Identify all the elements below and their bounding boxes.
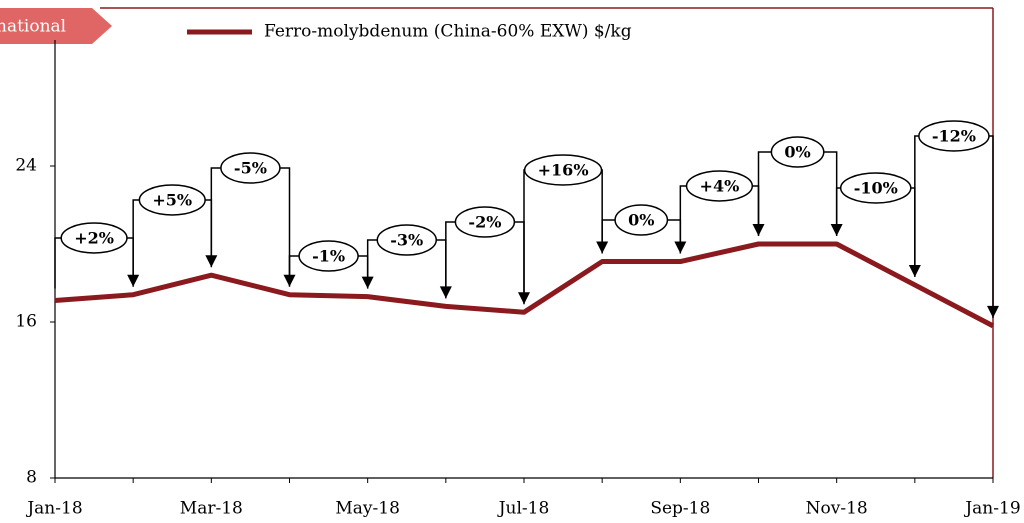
annotation-bubble — [60, 222, 128, 254]
annotation-bracket — [210, 167, 291, 287]
annotation-label: 0% — [628, 211, 654, 230]
annotation-label: 0% — [784, 143, 810, 162]
annotation-label: +16% — [538, 161, 589, 180]
x-tick-label: May-18 — [335, 499, 400, 519]
x-tick-label: Jul-18 — [497, 499, 550, 519]
annotation-label: +4% — [700, 177, 740, 196]
annotation-label: -2% — [468, 213, 501, 232]
annotation-bubble — [839, 172, 912, 204]
annotation-bubble — [685, 170, 754, 202]
annotation-bubble — [376, 224, 437, 256]
annotation-label: +2% — [74, 229, 114, 248]
annotation-label: -5% — [234, 159, 267, 178]
x-tick-label: Jan-19 — [963, 499, 1020, 519]
annotation-label: -1% — [312, 247, 345, 266]
annotation-label: -12% — [932, 127, 976, 146]
y-tick-label: 8 — [26, 468, 37, 488]
annotation-bubble — [523, 154, 603, 186]
y-tick-label: 16 — [15, 312, 37, 332]
annotation-label: +5% — [152, 191, 192, 210]
annotation-bubble — [918, 120, 990, 152]
annotation-bubble — [298, 240, 359, 272]
y-tick-label: 24 — [15, 156, 37, 176]
tag: national — [0, 17, 66, 37]
annotation-bubble — [614, 204, 669, 236]
annotation-bracket — [523, 169, 603, 301]
x-tick-label: Sep-18 — [650, 499, 710, 519]
legend-label: Ferro-molybdenum (China-60% EXW) $/kg — [264, 22, 632, 42]
annotation-bubble — [770, 136, 825, 168]
annotation-arrow — [987, 305, 999, 318]
x-tick-label: Mar-18 — [180, 499, 243, 519]
x-tick-label: Jan-18 — [25, 499, 82, 519]
tag-shape — [0, 8, 112, 44]
annotation-label: -10% — [854, 179, 898, 198]
x-tick-label: Nov-18 — [806, 499, 868, 519]
annotation-bubble — [454, 206, 516, 238]
series-line — [54, 241, 995, 329]
annotation-bubble — [138, 184, 206, 216]
annotation-label: -3% — [390, 231, 423, 250]
annotation-bubble — [220, 152, 281, 184]
